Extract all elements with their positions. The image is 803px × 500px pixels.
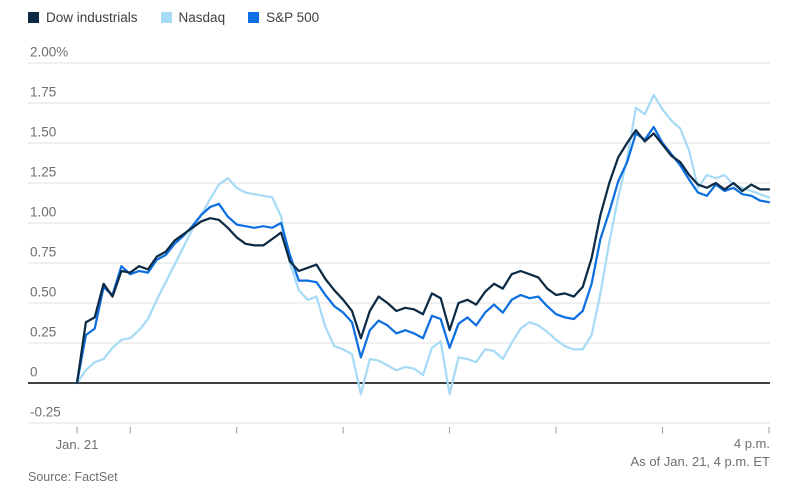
y-axis-label: 1.50 [30, 125, 56, 140]
y-axis-label: 2.00% [30, 45, 68, 60]
sp500-color-swatch-icon [248, 12, 260, 23]
y-axis-label: 0 [30, 365, 38, 380]
legend-label-dow: Dow industrials [46, 10, 138, 25]
legend-item-sp500: S&P 500 [248, 10, 319, 25]
as-of-note: As of Jan. 21, 4 p.m. ET [630, 454, 770, 469]
legend-label-nasdaq: Nasdaq [178, 10, 226, 25]
legend-item-nasdaq: Nasdaq [160, 10, 226, 25]
y-axis-label: 0.50 [30, 285, 56, 300]
legend-label-sp500: S&P 500 [266, 10, 320, 25]
y-axis-label: 0.25 [30, 325, 56, 340]
chart-legend: Dow industrials Nasdaq S&P 500 [28, 10, 319, 25]
x-axis-end-label: 4 p.m. [733, 436, 770, 451]
y-axis-label: -0.25 [30, 405, 61, 420]
nasdaq-color-swatch-icon [160, 12, 172, 23]
legend-item-dow-industrials: Dow industrials [28, 10, 138, 25]
y-axis-label: 1.75 [30, 85, 56, 100]
series-line-s-p-500 [75, 125, 771, 385]
source-note: Source: FactSet [28, 470, 118, 484]
series-line-nasdaq [75, 93, 771, 396]
y-axis-label: 1.25 [30, 165, 56, 180]
series-line-dow-industrials [75, 129, 771, 385]
dow-color-swatch-icon [28, 12, 39, 23]
x-axis-start-label: Jan. 21 [55, 437, 99, 452]
y-axis-label: 0.75 [30, 245, 56, 260]
y-axis-label: 1.00 [30, 205, 56, 220]
